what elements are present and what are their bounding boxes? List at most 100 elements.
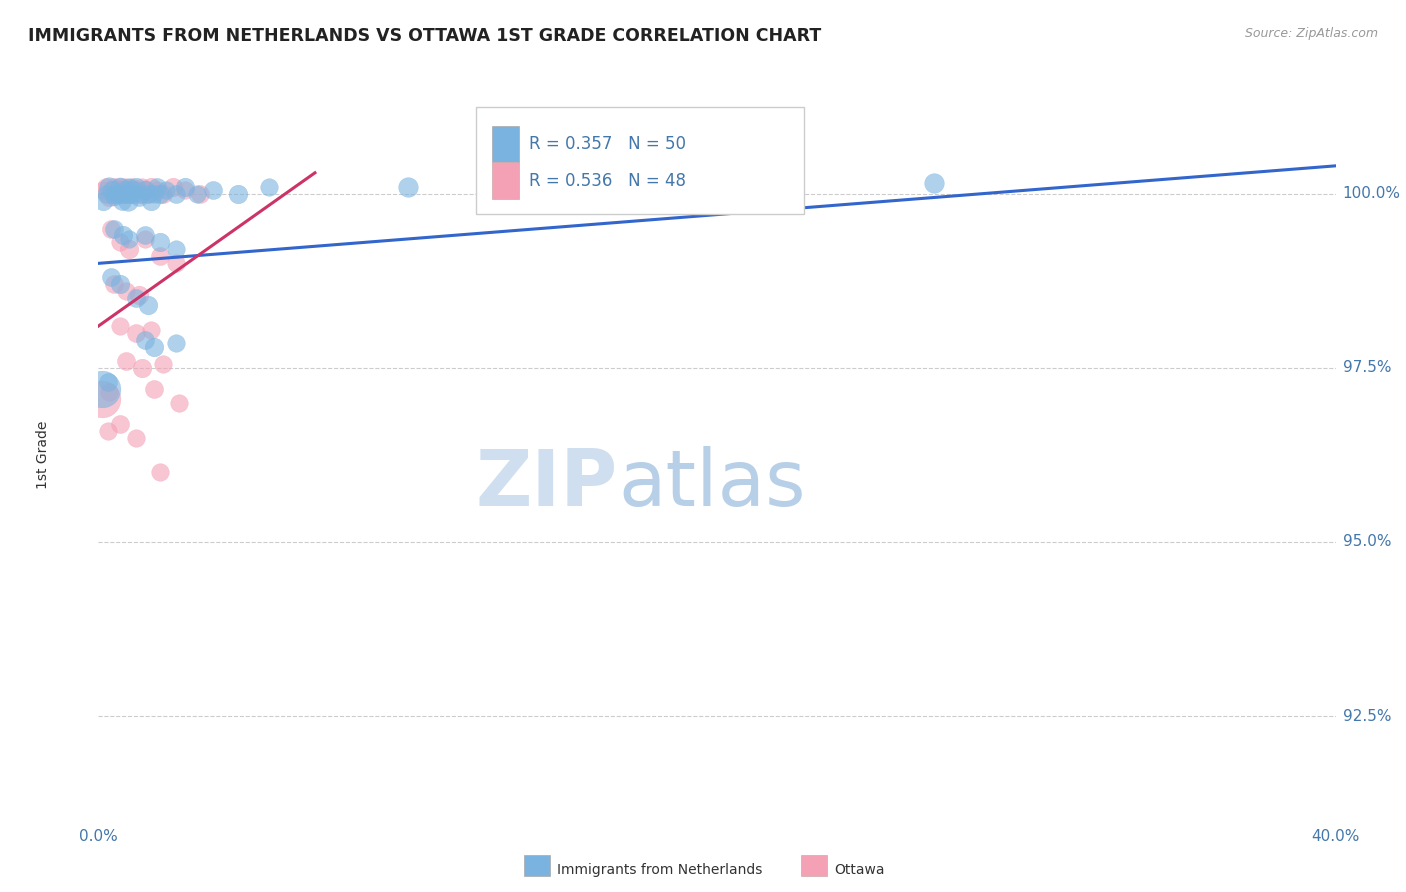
Point — [107, 186, 129, 201]
FancyBboxPatch shape — [492, 126, 519, 162]
Point — [124, 183, 146, 197]
Point — [143, 340, 166, 354]
Text: R = 0.536   N = 48: R = 0.536 N = 48 — [529, 171, 686, 190]
Point — [108, 179, 131, 194]
Point — [131, 186, 153, 201]
Point — [118, 243, 141, 257]
Point — [139, 322, 162, 336]
Point — [190, 186, 212, 201]
Point — [118, 232, 141, 246]
Point — [90, 392, 112, 407]
Point — [103, 277, 125, 292]
Point — [112, 228, 135, 243]
Text: R = 0.357   N = 50: R = 0.357 N = 50 — [529, 135, 686, 153]
Point — [111, 183, 132, 197]
FancyBboxPatch shape — [475, 108, 804, 213]
Point — [108, 235, 131, 250]
Point — [104, 183, 127, 197]
Text: Immigrants from Netherlands: Immigrants from Netherlands — [557, 863, 762, 877]
Point — [396, 179, 419, 194]
Point — [149, 235, 172, 250]
Point — [134, 333, 156, 347]
Text: 100.0%: 100.0% — [1343, 186, 1400, 202]
Point — [149, 186, 172, 201]
Point — [136, 298, 159, 312]
Point — [98, 385, 121, 400]
Point — [115, 284, 138, 298]
Point — [152, 186, 174, 201]
Point — [100, 270, 122, 285]
Point — [122, 186, 145, 201]
Point — [146, 179, 169, 194]
Text: 1st Grade: 1st Grade — [35, 421, 49, 489]
Point — [134, 183, 156, 197]
Point — [134, 183, 156, 197]
Point — [143, 382, 166, 396]
Point — [91, 183, 114, 197]
Point — [131, 179, 153, 194]
Text: ZIP: ZIP — [475, 446, 619, 522]
Point — [115, 354, 138, 368]
Point — [96, 186, 118, 201]
Point — [108, 179, 131, 194]
Point — [136, 186, 159, 201]
Point — [112, 186, 135, 201]
Point — [108, 277, 131, 292]
Point — [101, 183, 124, 197]
Point — [165, 336, 187, 351]
Point — [149, 466, 172, 480]
Point — [174, 183, 197, 197]
Point — [143, 186, 166, 201]
Point — [167, 395, 190, 409]
Point — [98, 190, 121, 204]
Point — [152, 357, 174, 371]
Point — [120, 186, 142, 201]
Point — [121, 179, 143, 194]
Point — [100, 221, 122, 235]
Point — [103, 190, 125, 204]
Point — [115, 186, 138, 201]
Point — [136, 186, 159, 201]
Point — [90, 382, 112, 396]
Point — [128, 186, 150, 201]
Point — [98, 179, 121, 194]
Text: IMMIGRANTS FROM NETHERLANDS VS OTTAWA 1ST GRADE CORRELATION CHART: IMMIGRANTS FROM NETHERLANDS VS OTTAWA 1S… — [28, 27, 821, 45]
Point — [257, 179, 280, 194]
Point — [124, 291, 146, 305]
Point — [124, 326, 146, 340]
Point — [124, 179, 146, 194]
Point — [108, 417, 131, 431]
FancyBboxPatch shape — [492, 162, 519, 199]
Point — [103, 179, 125, 194]
Text: 95.0%: 95.0% — [1343, 534, 1391, 549]
Point — [134, 228, 156, 243]
Point — [107, 186, 129, 201]
Point — [134, 232, 156, 246]
Point — [139, 179, 162, 194]
Point — [149, 249, 172, 263]
Point — [165, 256, 187, 270]
Point — [108, 319, 131, 334]
Point — [226, 186, 249, 201]
Point — [155, 183, 177, 197]
Text: Ottawa: Ottawa — [834, 863, 884, 877]
Point — [112, 186, 135, 201]
Point — [114, 183, 136, 197]
Text: 92.5%: 92.5% — [1343, 708, 1391, 723]
Point — [146, 183, 169, 197]
Point — [186, 186, 208, 201]
Text: 97.5%: 97.5% — [1343, 360, 1391, 376]
Point — [165, 243, 187, 257]
Point — [114, 179, 136, 194]
Point — [174, 179, 197, 194]
Point — [96, 179, 118, 194]
Point — [104, 186, 127, 201]
Point — [97, 424, 120, 438]
Point — [111, 194, 132, 208]
Point — [97, 375, 120, 389]
Point — [118, 186, 141, 201]
Point — [128, 190, 150, 204]
Point — [121, 183, 143, 197]
Point — [118, 179, 141, 194]
Point — [128, 287, 150, 301]
